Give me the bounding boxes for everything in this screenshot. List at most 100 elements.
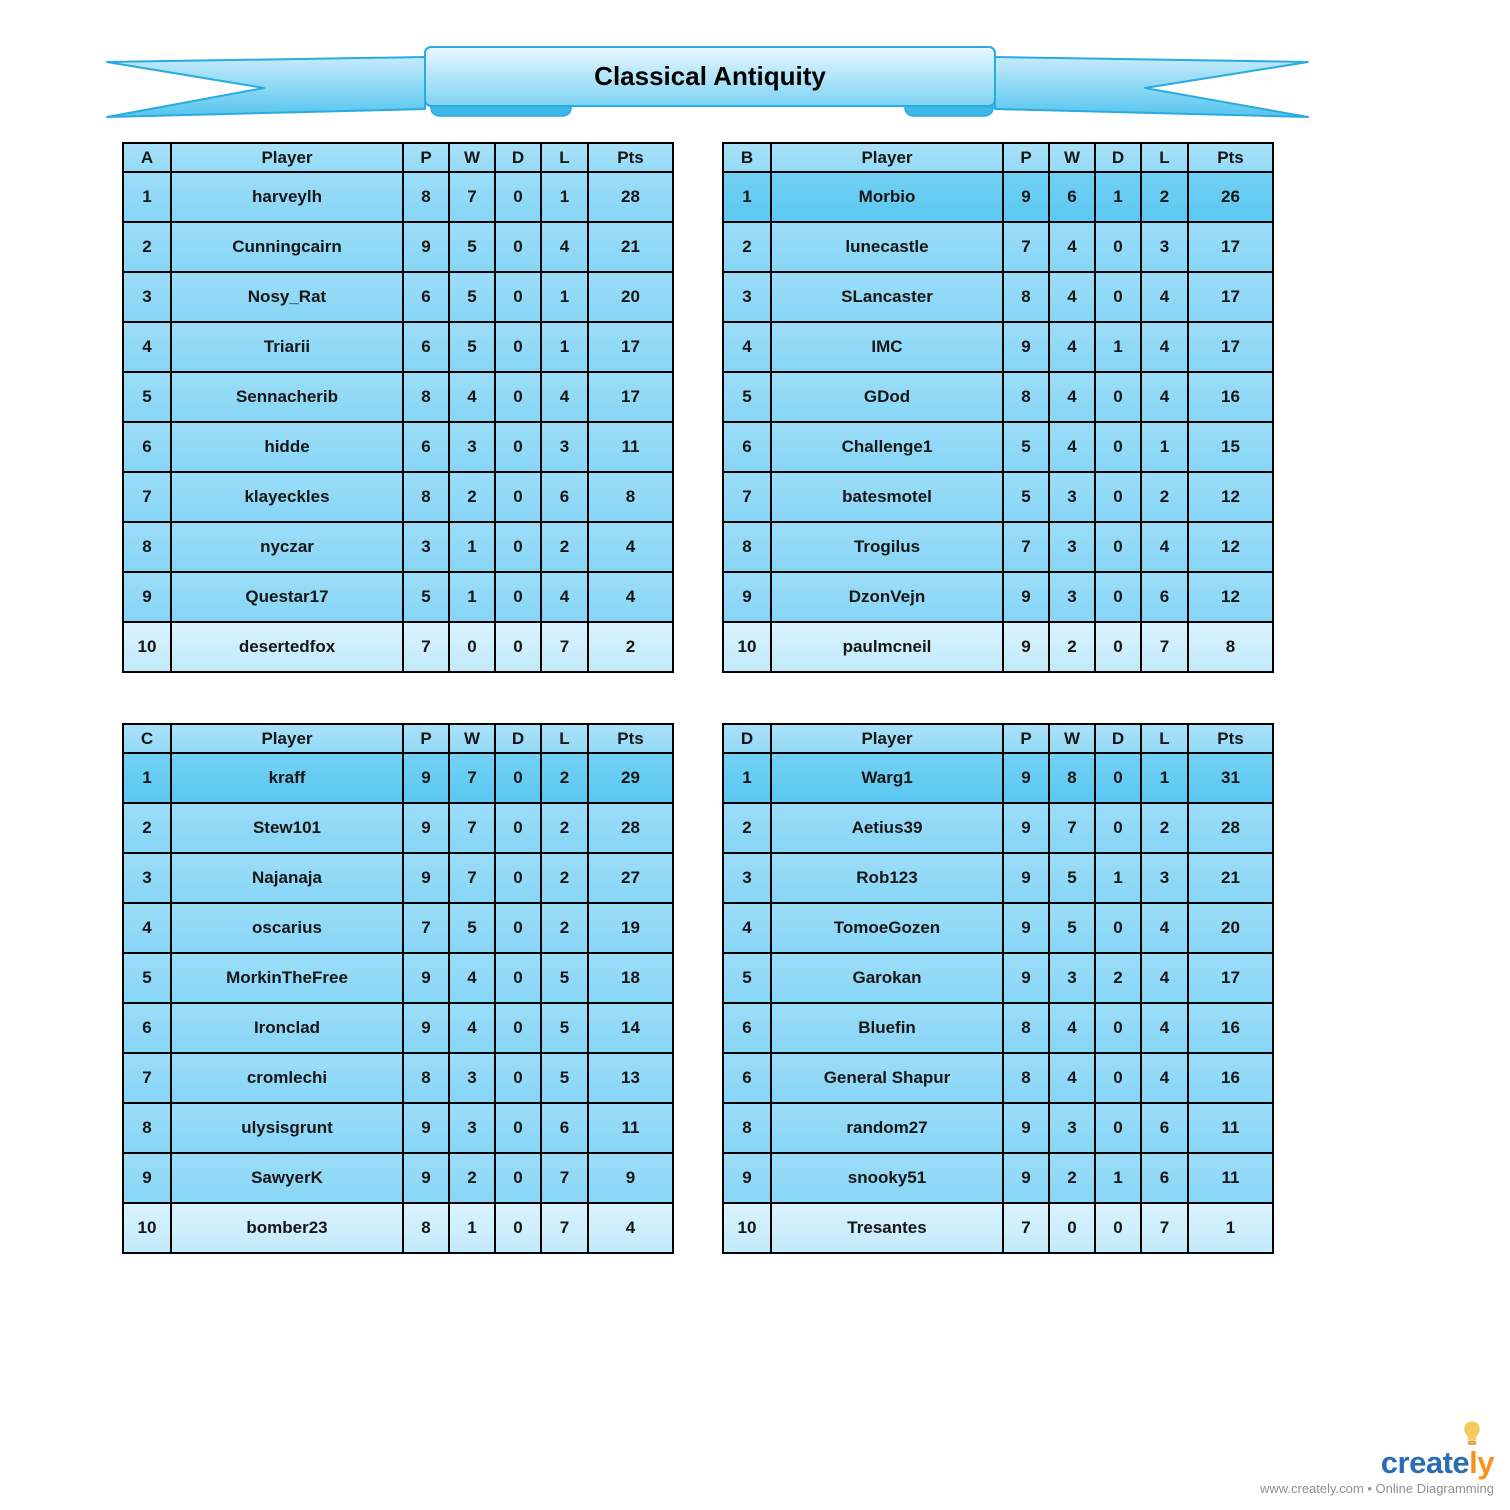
losses-cell: 1 [540, 321, 589, 373]
player-name-cell: Trogilus [770, 521, 1004, 573]
group-letter-cell: C [122, 723, 172, 754]
group-letter-cell: D [722, 723, 772, 754]
draws-cell: 0 [494, 221, 542, 273]
player-name-cell: Aetius39 [770, 802, 1004, 854]
losses-cell: 6 [1140, 571, 1189, 623]
player-name-cell: harveylh [170, 171, 404, 223]
played-cell: 9 [1002, 902, 1050, 954]
rank-cell: 6 [722, 421, 772, 473]
draws-cell: 0 [494, 1102, 542, 1154]
player-name-cell: snooky51 [770, 1152, 1004, 1204]
column-header-player: Player [170, 723, 404, 754]
played-cell: 7 [1002, 221, 1050, 273]
rank-cell: 3 [122, 271, 172, 323]
rank-cell: 3 [722, 852, 772, 904]
rank-cell: 9 [122, 571, 172, 623]
creately-logo: creately [1381, 1420, 1494, 1478]
played-cell: 6 [402, 271, 450, 323]
losses-cell: 3 [1140, 221, 1189, 273]
group-a-standings-table: A Player P W D L Pts 1 harveylh 8 7 0 1 28 2 Cunningcai… [122, 142, 674, 673]
points-cell: 4 [587, 571, 674, 623]
player-row: 6 hidde 6 3 0 3 11 [122, 421, 674, 473]
played-cell: 3 [402, 521, 450, 573]
wins-cell: 7 [1048, 802, 1096, 854]
draws-cell: 0 [494, 371, 542, 423]
rank-cell: 5 [722, 952, 772, 1004]
losses-cell: 5 [540, 1002, 589, 1054]
points-cell: 18 [587, 952, 674, 1004]
losses-cell: 2 [1140, 471, 1189, 523]
player-name-cell: klayeckles [170, 471, 404, 523]
player-name-cell: ulysisgrunt [170, 1102, 404, 1154]
column-header-d: D [494, 723, 542, 754]
brand-text-ly: ly [1469, 1445, 1494, 1480]
player-name-cell: Cunningcairn [170, 221, 404, 273]
played-cell: 6 [402, 421, 450, 473]
points-cell: 8 [587, 471, 674, 523]
points-cell: 17 [587, 321, 674, 373]
points-cell: 17 [1187, 321, 1274, 373]
column-header-w: W [448, 142, 496, 173]
player-name-cell: kraff [170, 752, 404, 804]
losses-cell: 3 [540, 421, 589, 473]
draws-cell: 0 [494, 1202, 542, 1254]
draws-cell: 0 [1094, 221, 1142, 273]
player-name-cell: hidde [170, 421, 404, 473]
player-row: 4 TomoeGozen 9 5 0 4 20 [722, 902, 1274, 954]
played-cell: 8 [402, 171, 450, 223]
banner-title: Classical Antiquity [594, 61, 826, 91]
points-cell: 21 [1187, 852, 1274, 904]
losses-cell: 6 [540, 1102, 589, 1154]
column-header-pts: Pts [1187, 142, 1274, 173]
player-row: 1 harveylh 8 7 0 1 28 [122, 171, 674, 223]
column-header-w: W [1048, 142, 1096, 173]
wins-cell: 4 [1048, 321, 1096, 373]
draws-cell: 0 [1094, 1002, 1142, 1054]
player-row: 6 Bluefin 8 4 0 4 16 [722, 1002, 1274, 1054]
column-header-l: L [540, 142, 589, 173]
player-row: 6 Ironclad 9 4 0 5 14 [122, 1002, 674, 1054]
points-cell: 12 [1187, 521, 1274, 573]
player-row: 1 kraff 9 7 0 2 29 [122, 752, 674, 804]
rank-cell: 9 [122, 1152, 172, 1204]
draws-cell: 0 [1094, 271, 1142, 323]
player-name-cell: Challenge1 [770, 421, 1004, 473]
wins-cell: 1 [448, 521, 496, 573]
played-cell: 9 [1002, 952, 1050, 1004]
played-cell: 9 [402, 952, 450, 1004]
column-header-l: L [1140, 142, 1189, 173]
played-cell: 8 [1002, 271, 1050, 323]
rank-cell: 1 [722, 752, 772, 804]
points-cell: 12 [1187, 571, 1274, 623]
draws-cell: 0 [1094, 471, 1142, 523]
player-name-cell: DzonVejn [770, 571, 1004, 623]
played-cell: 7 [1002, 1202, 1050, 1254]
wins-cell: 6 [1048, 171, 1096, 223]
draws-cell: 0 [494, 902, 542, 954]
wins-cell: 0 [448, 621, 496, 673]
rank-cell: 10 [122, 621, 172, 673]
rank-cell: 9 [722, 571, 772, 623]
player-name-cell: nyczar [170, 521, 404, 573]
column-header-l: L [540, 723, 589, 754]
player-row: 3 SLancaster 8 4 0 4 17 [722, 271, 1274, 323]
player-row: 8 nyczar 3 1 0 2 4 [122, 521, 674, 573]
losses-cell: 4 [540, 371, 589, 423]
losses-cell: 4 [1140, 1052, 1189, 1104]
played-cell: 7 [402, 902, 450, 954]
rank-cell: 6 [722, 1052, 772, 1104]
header-row: A Player P W D L Pts [122, 142, 674, 173]
losses-cell: 7 [540, 1152, 589, 1204]
rank-cell: 2 [722, 221, 772, 273]
points-cell: 27 [587, 852, 674, 904]
player-row: 1 Morbio 9 6 1 2 26 [722, 171, 1274, 223]
player-row: 8 random27 9 3 0 6 11 [722, 1102, 1274, 1154]
losses-cell: 2 [540, 852, 589, 904]
points-cell: 11 [1187, 1152, 1274, 1204]
points-cell: 4 [587, 1202, 674, 1254]
player-name-cell: random27 [770, 1102, 1004, 1154]
losses-cell: 3 [1140, 852, 1189, 904]
player-row: 6 Challenge1 5 4 0 1 15 [722, 421, 1274, 473]
player-row: 2 Cunningcairn 9 5 0 4 21 [122, 221, 674, 273]
player-name-cell: cromlechi [170, 1052, 404, 1104]
